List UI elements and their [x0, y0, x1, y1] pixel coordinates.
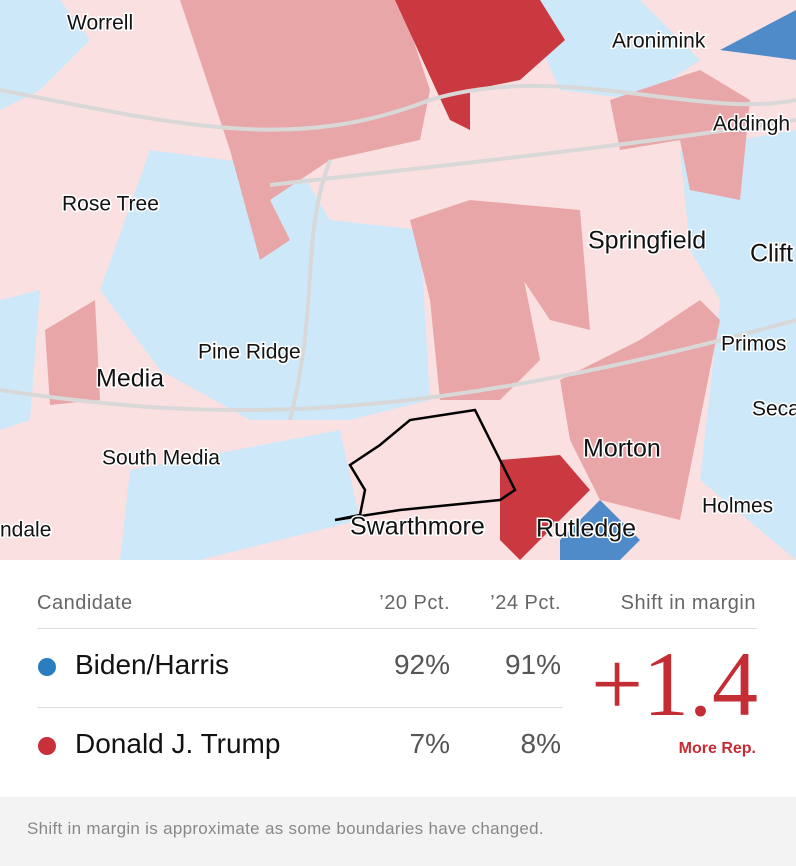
- candidate-dot: [38, 737, 56, 755]
- place-label: Swarthmore: [350, 513, 485, 541]
- pct-24: 8%: [520, 728, 561, 759]
- place-label: Morton: [583, 435, 661, 463]
- blue-areas: [0, 0, 796, 560]
- shift-value: +1.4: [591, 633, 758, 735]
- place-label: Rose Tree: [62, 193, 159, 216]
- place-label: Holmes: [702, 495, 773, 518]
- pct-20: 92%: [393, 649, 450, 680]
- divider: [37, 707, 563, 708]
- red-areas: [395, 0, 590, 560]
- candidate-name: Biden/Harris: [75, 649, 230, 680]
- roads: [0, 83, 796, 421]
- place-label: ndale: [0, 519, 51, 542]
- footnote: Shift in margin is approximate as some b…: [27, 819, 544, 838]
- divider: [37, 628, 757, 629]
- candidate-name: Donald J. Trump: [75, 728, 281, 759]
- candidate-dot: [38, 658, 56, 676]
- place-label: Aronimink: [612, 30, 706, 53]
- map: Worrell Aronimink Addingh Rose Tree Springfi…: [0, 0, 796, 560]
- column-header: ’24 Pct.: [490, 592, 561, 614]
- place-label: Clift: [750, 240, 793, 268]
- place-label: Rutledge: [536, 515, 636, 543]
- place-label: Seca: [752, 398, 796, 421]
- place-label: Media: [96, 365, 164, 393]
- column-header: Shift in margin: [620, 592, 756, 614]
- column-header: Candidate: [37, 592, 133, 614]
- shift-note: More Rep.: [678, 740, 756, 757]
- swarthmore-boundary: [334, 408, 517, 522]
- pct-20: 7%: [409, 728, 450, 759]
- place-label: Primos: [721, 333, 786, 356]
- footnote-bar: Shift in margin is approximate as some b…: [0, 797, 796, 866]
- place-label: Pine Ridge: [198, 341, 301, 364]
- place-label: Addingh: [713, 113, 790, 136]
- place-label: Worrell: [67, 12, 133, 35]
- place-label: South Media: [102, 447, 220, 470]
- column-header: ’20 Pct.: [379, 592, 450, 614]
- place-label: Springfield: [588, 227, 706, 255]
- pct-24: 91%: [504, 649, 561, 680]
- blue-dark-areas: [560, 10, 796, 560]
